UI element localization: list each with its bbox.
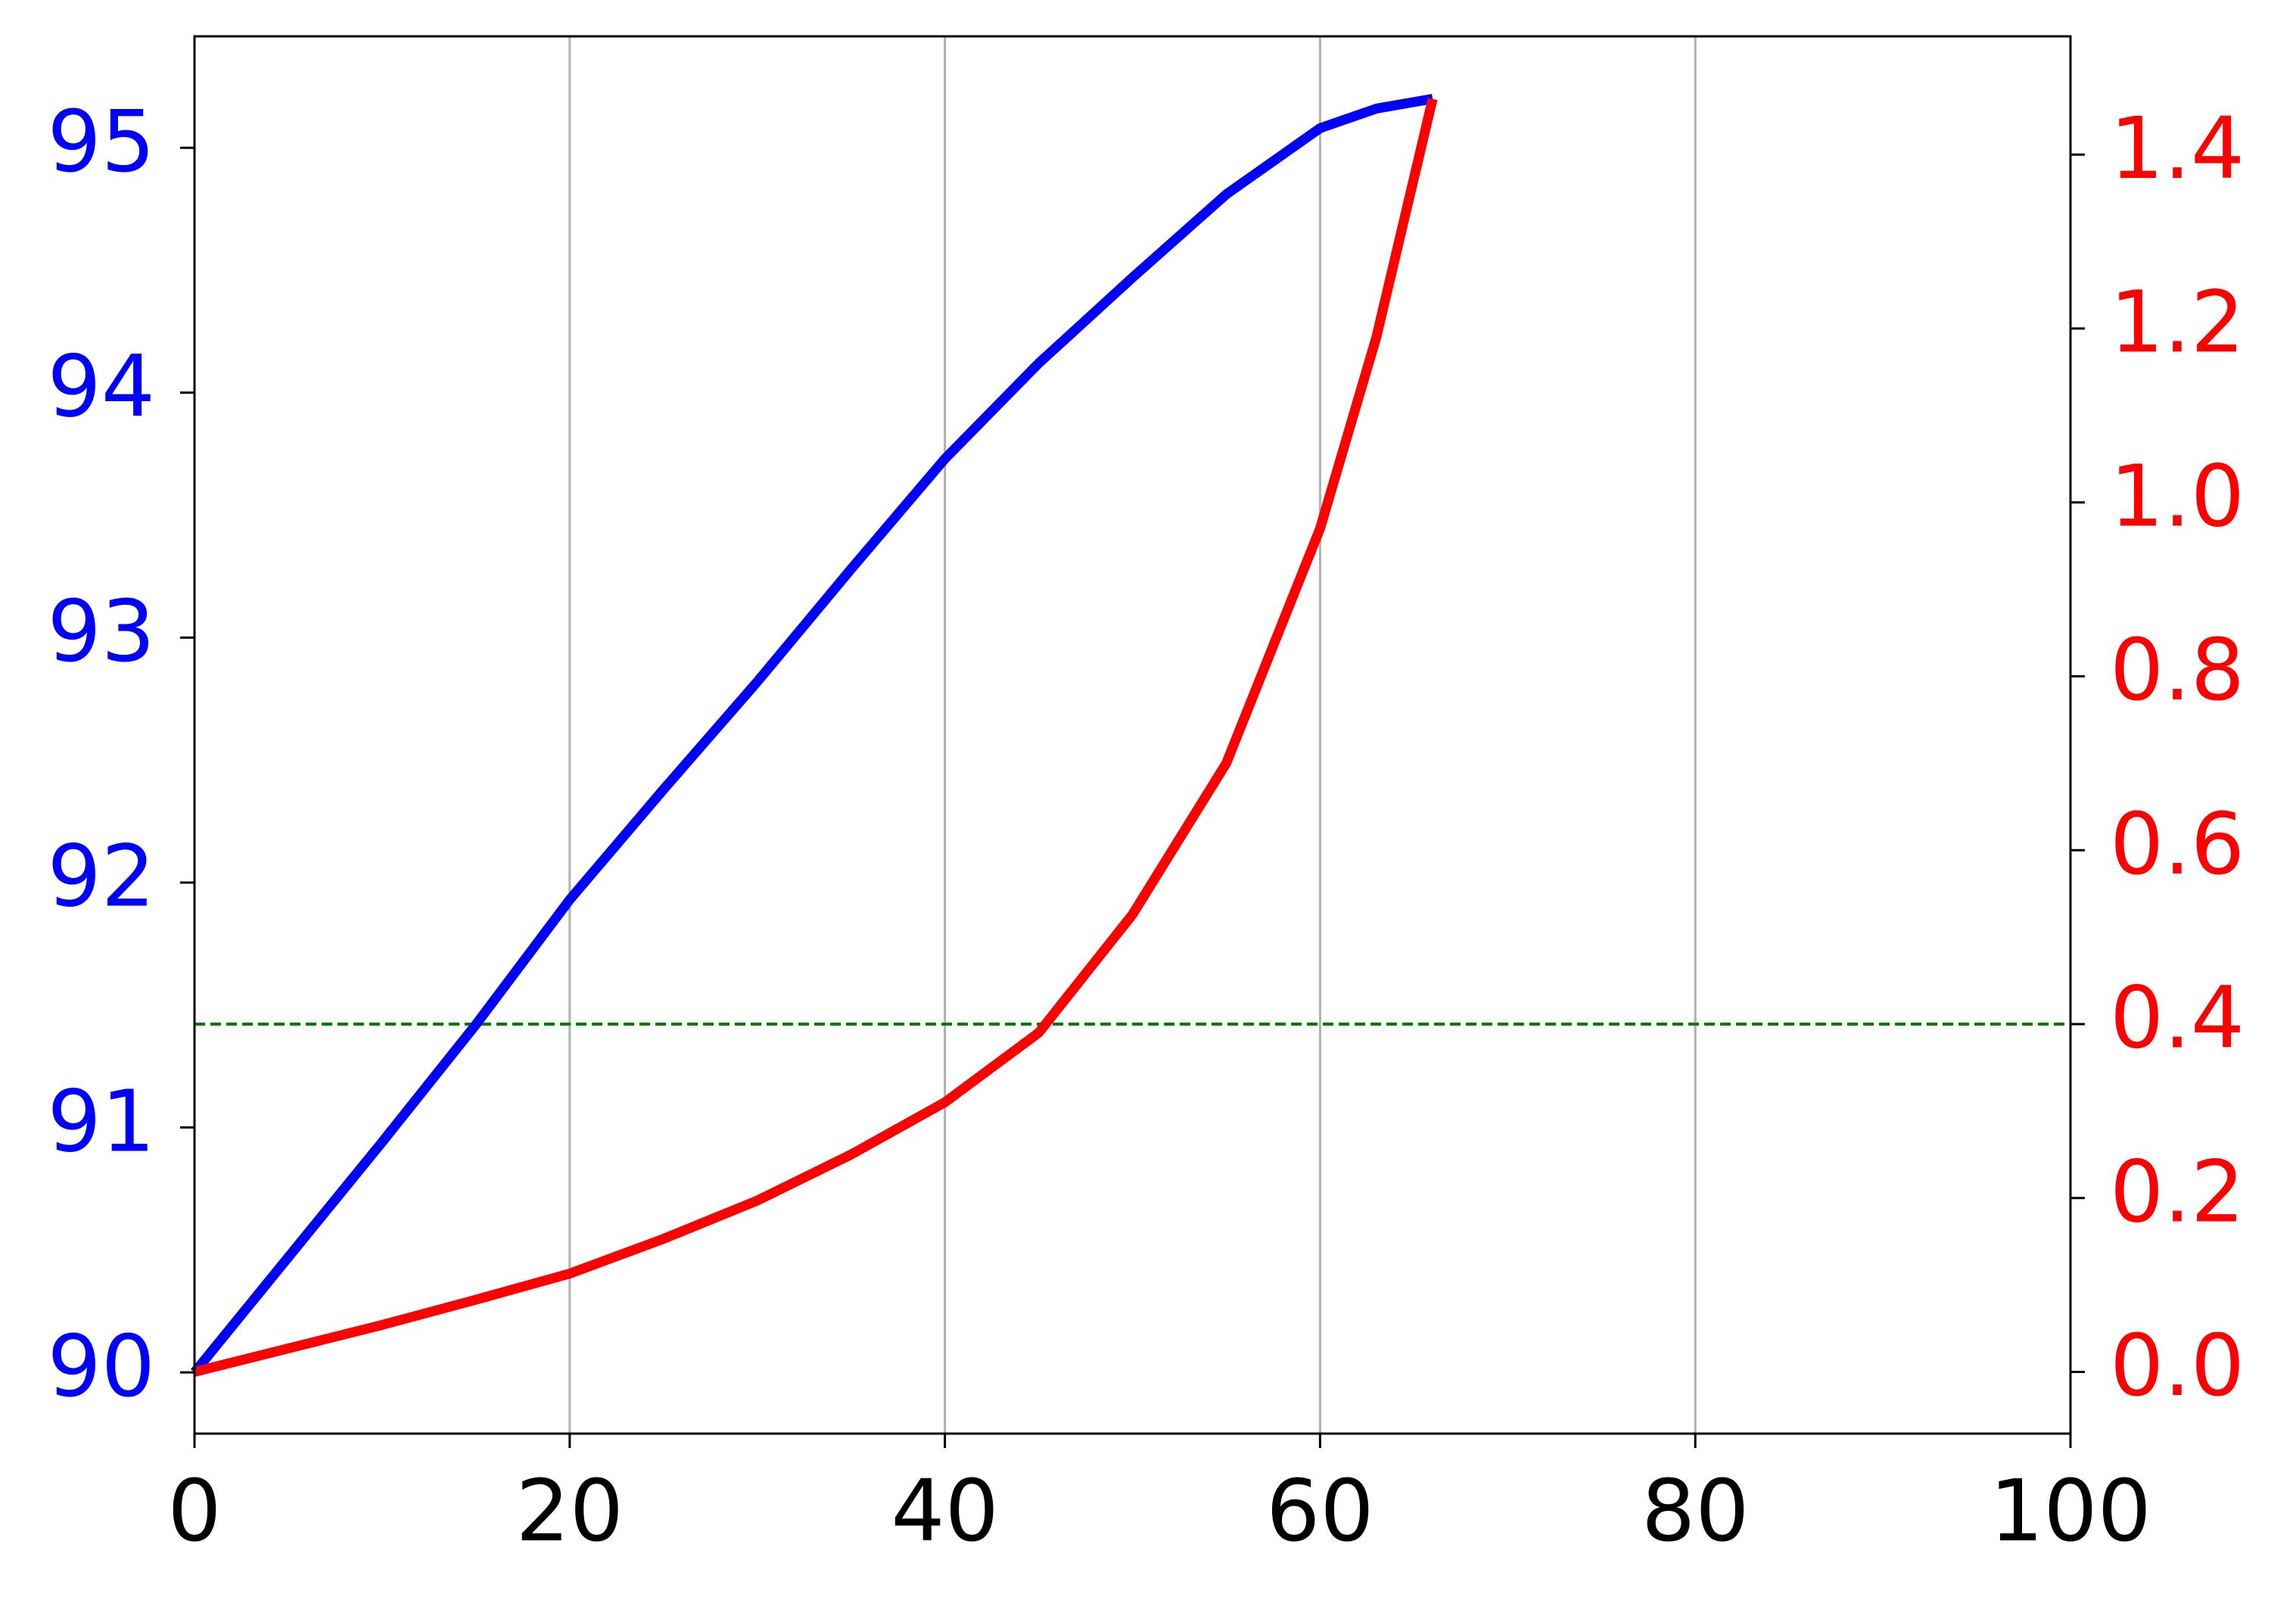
y-tick-label: 95	[47, 93, 155, 192]
y2-tick-label: 1.0	[2110, 447, 2245, 546]
y-tick-label: 93	[47, 583, 155, 681]
y2-tick-label: 0.8	[2110, 621, 2245, 720]
y2-tick-label: 1.4	[2110, 100, 2245, 198]
x-tick-label: 100	[1990, 1462, 2151, 1561]
x-tick-label: 20	[516, 1462, 624, 1561]
y-tick-label: 92	[47, 828, 155, 926]
y2-tick-label: 0.6	[2110, 796, 2245, 894]
x-tick-label: 40	[891, 1462, 999, 1561]
y-tick-label: 90	[47, 1318, 155, 1416]
y2-tick-label: 0.0	[2110, 1317, 2245, 1415]
y2-tick-label: 1.2	[2110, 274, 2245, 372]
plot-frame	[193, 35, 2072, 1435]
line-series	[193, 98, 1438, 1377]
y2-tick-label: 0.2	[2110, 1143, 2245, 1241]
x-tick-label: 60	[1266, 1462, 1374, 1561]
line-series	[190, 94, 1434, 1376]
y-tick-label: 94	[47, 338, 155, 437]
y-tick-label: 91	[47, 1073, 155, 1171]
x-tick-label: 80	[1641, 1462, 1750, 1561]
x-tick-label: 0	[167, 1462, 221, 1561]
y2-tick-label: 0.4	[2110, 970, 2245, 1068]
